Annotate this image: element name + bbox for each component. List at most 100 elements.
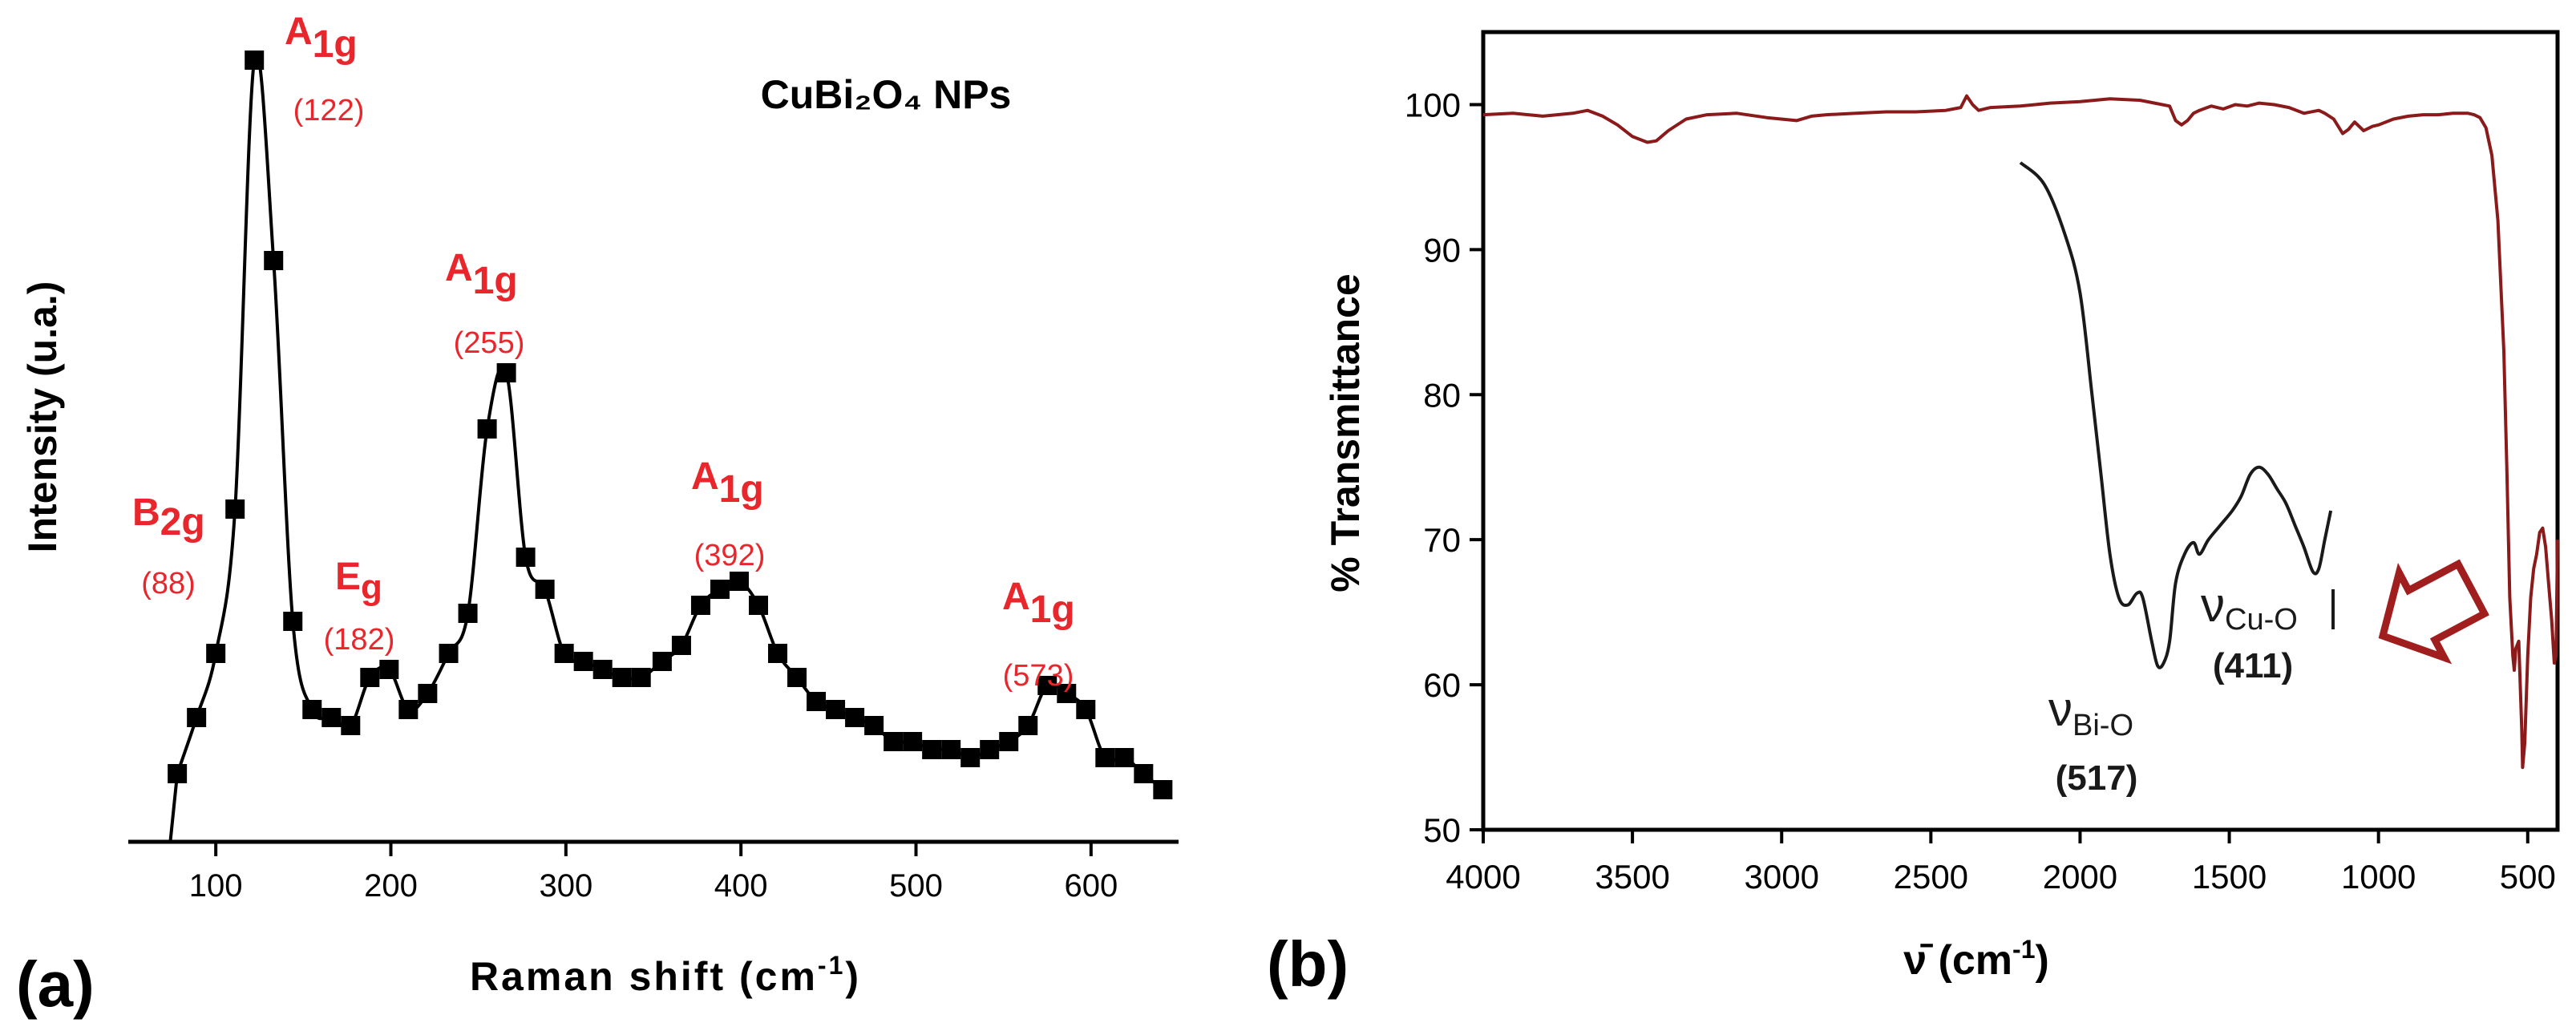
raman-data-point [749,596,768,615]
raman-data-point [418,684,438,703]
raman-x-tick-label: 100 [189,868,243,904]
raman-y-axis-label: Intensity (u.a.) [20,281,65,553]
raman-data-point [1153,780,1173,799]
ftir-x-tick-label: 1000 [2341,858,2416,896]
raman-data-point [458,604,478,623]
svg-text:B2g: B2g [132,491,205,544]
ftir-x-tick-label: 500 [2500,858,2556,896]
raman-data-point [1134,764,1154,783]
raman-data-point [321,708,342,727]
raman-data-point [592,660,613,679]
raman-series [168,51,1164,843]
raman-data-point [903,732,923,751]
raman-data-point [535,580,555,599]
raman-data-point [439,644,459,663]
raman-data-point [264,251,284,270]
raman-data-point [631,668,651,687]
peak-label-a1g-573: A1g (573) [1002,576,1075,693]
svg-text:(255): (255) [454,326,525,360]
svg-text:(517): (517) [2056,758,2138,798]
raman-data-point [206,644,226,663]
svg-text:(573): (573) [1003,659,1074,693]
ftir-x-ticks: 4000 3500 3000 2500 2000 1500 1000 500 [1446,830,2556,896]
raman-data-point [864,716,884,735]
ftir-y-axis-label: % Transmittance [1323,273,1368,592]
svg-text:(88): (88) [141,567,196,600]
raman-data-point [379,660,399,679]
panel-label-b: (b) [1267,928,1349,1000]
raman-data-point [573,652,593,671]
raman-data-point [168,764,188,783]
raman-data-point [690,596,710,615]
raman-data-point [787,668,807,687]
raman-chart: 100 200 300 400 500 600 CuBi₂O₄ NPs Intensity… [16,10,1179,1020]
annotation-cu-o: νCu-O (411) [2201,578,2335,685]
raman-data-point [999,732,1019,751]
ftir-x-tick-label: 3500 [1595,858,1669,896]
svg-text:A1g: A1g [691,455,764,511]
raman-data-point [283,612,303,631]
ftir-inset-line [2019,161,2333,669]
raman-data-point [554,644,574,663]
raman-data-point [360,668,380,687]
raman-data-point [671,636,691,655]
svg-text:(411): (411) [2213,646,2293,685]
raman-data-point [652,652,672,671]
raman-data-point [302,700,322,719]
raman-data-point [768,644,788,663]
raman-data-point [398,700,419,719]
ftir-y-tick-label: 80 [1423,376,1461,414]
raman-x-tick-label: 300 [539,868,592,904]
ftir-plot-frame [1481,30,2560,832]
raman-data-point [612,668,632,687]
raman-x-axis-label: Raman shift (cm-1) [470,951,861,999]
raman-data-points [168,51,1173,799]
svg-text:(122): (122) [293,94,365,127]
raman-x-tick-label: 600 [1064,868,1118,904]
ftir-x-tick-label: 2000 [2043,858,2117,896]
svg-text:A1g: A1g [285,10,358,66]
ftir-y-tick-label: 100 [1405,86,1461,123]
raman-data-point [1018,716,1038,735]
raman-data-point [245,51,265,70]
panel-label-a: (a) [16,948,95,1020]
raman-data-point [922,740,942,759]
raman-x-tick-label: 400 [714,868,768,904]
svg-text:Eg: Eg [335,556,382,607]
raman-data-point [1114,748,1134,767]
raman-data-point [516,548,536,567]
raman-data-point [807,692,827,711]
raman-data-point [1095,748,1115,767]
ftir-inset-zoom-curve [2019,161,2333,669]
raman-data-point [980,740,1000,759]
ftir-y-tick-label: 70 [1423,521,1461,559]
ftir-x-axis-label: ν̄ (cm-1) [1903,935,2049,984]
svg-text:(392): (392) [694,539,766,572]
raman-data-point [187,708,207,727]
raman-data-point [710,580,730,599]
raman-x-tick-label: 500 [889,868,943,904]
raman-data-point [477,419,497,439]
raman-data-point [845,708,865,727]
peak-label-a1g-392: A1g (392) [691,455,765,572]
raman-data-point [884,732,904,751]
annotation-bi-o: νBi-O (517) [2048,682,2137,798]
svg-text:(182): (182) [324,623,395,657]
peak-label-b2g-88: B2g (88) [132,491,205,600]
raman-data-point [1037,676,1057,695]
raman-title: CuBi₂O₄ NPs [761,72,1012,117]
raman-data-point [826,700,846,719]
raman-data-point [1076,700,1096,719]
raman-x-tick-label: 200 [364,868,418,904]
raman-curve-tail [168,773,180,843]
ftir-y-tick-label: 90 [1423,231,1461,269]
ftir-y-ticks: 50 60 70 80 90 100 [1405,86,1483,849]
ftir-series [1482,94,2559,770]
raman-data-point [729,572,749,591]
svg-text:A1g: A1g [445,247,518,302]
raman-data-point [225,499,245,519]
raman-data-point [941,740,961,759]
ftir-y-tick-label: 60 [1423,666,1461,704]
svg-text:νBi-O: νBi-O [2048,682,2133,742]
